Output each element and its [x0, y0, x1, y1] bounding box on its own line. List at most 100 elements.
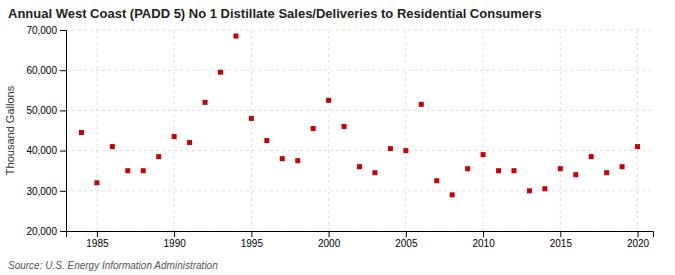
- x-tick: 2005: [395, 231, 418, 249]
- x-axis: 1985 1990 1995 2000 2005 2010 2015 2020: [67, 231, 654, 249]
- y-tick: 70,000: [26, 25, 66, 36]
- x-tick-mark: [97, 231, 98, 237]
- y-tick-mark: [60, 70, 66, 71]
- point: [110, 144, 115, 149]
- plot-area: 1985 1990 1995 2000 2005 2010 2015 2020 20,000 30…: [26, 25, 653, 249]
- point: [141, 168, 146, 173]
- y-tick: 30,000: [26, 186, 66, 197]
- y-axis-line: [60, 31, 67, 232]
- point: [604, 170, 609, 175]
- point: [496, 168, 501, 173]
- point: [203, 100, 208, 105]
- point: [372, 170, 377, 175]
- point: [125, 168, 130, 173]
- x-axis-line: [67, 232, 654, 238]
- grid-line-y: [66, 190, 653, 191]
- x-tick-mark: [329, 231, 330, 237]
- x-tick: 2020: [627, 231, 650, 249]
- point: [172, 134, 177, 139]
- grid-line-y: [66, 150, 653, 151]
- x-tick-label: 2005: [395, 238, 418, 249]
- grid-line-x: [96, 30, 97, 231]
- point: [558, 166, 563, 171]
- x-tick-label: 1985: [86, 238, 109, 249]
- y-axis: 20,000 30,000 40,000 50,000 60,000 70,000: [26, 25, 66, 237]
- point: [465, 166, 470, 171]
- point: [419, 102, 424, 107]
- point: [156, 154, 161, 159]
- x-tick: 2010: [472, 231, 495, 249]
- point: [79, 130, 84, 135]
- point: [527, 188, 532, 193]
- y-tick-label: 50,000: [26, 105, 57, 116]
- point: [357, 164, 362, 169]
- x-tick: 2000: [318, 231, 341, 249]
- point: [511, 168, 516, 173]
- grid-line-x: [251, 30, 252, 231]
- y-tick-mark: [60, 151, 66, 152]
- grid-line-x: [483, 30, 484, 231]
- x-tick-mark: [560, 231, 561, 237]
- grid-line-y: [66, 110, 653, 111]
- y-tick-label: 70,000: [26, 25, 57, 36]
- y-tick-mark: [60, 191, 66, 192]
- source: Source: U.S. Energy Information Administ…: [8, 260, 218, 271]
- x-tick-mark: [483, 231, 484, 237]
- grid-line-y: [66, 30, 653, 31]
- x-tick: 1990: [164, 231, 187, 249]
- y-tick-label: 20,000: [26, 226, 57, 237]
- x-tick-label: 2000: [318, 238, 341, 249]
- y-tick: 60,000: [26, 65, 66, 76]
- point: [311, 126, 316, 131]
- grid-line-x: [405, 30, 406, 231]
- grid-line-x: [560, 30, 561, 231]
- point: [403, 148, 408, 153]
- point: [249, 116, 254, 121]
- point: [620, 164, 625, 169]
- point: [218, 70, 223, 75]
- x-tick-mark: [251, 231, 252, 237]
- y-tick-mark: [60, 110, 66, 111]
- grid-line-y: [66, 70, 653, 71]
- point: [295, 158, 300, 163]
- y-tick-label: 40,000: [26, 145, 57, 156]
- x-tick: 1995: [241, 231, 264, 249]
- y-axis-title: Thousand Gallons: [4, 85, 16, 175]
- x-tick-mark: [406, 231, 407, 237]
- y-tick: 40,000: [26, 145, 66, 156]
- points: [79, 34, 640, 198]
- point: [187, 140, 192, 145]
- point: [342, 124, 347, 129]
- x-tick-label: 2020: [627, 238, 650, 249]
- grid: [66, 30, 653, 231]
- y-tick: 50,000: [26, 105, 66, 116]
- grid-line-x: [174, 30, 175, 231]
- point: [326, 98, 331, 103]
- x-tick-label: 2015: [550, 238, 573, 249]
- point: [573, 172, 578, 177]
- chart: 1985 1990 1995 2000 2005 2010 2015 2020 20,000 30…: [0, 0, 675, 275]
- title: Annual West Coast (PADD 5) No 1 Distilla…: [8, 6, 541, 21]
- y-tick-label: 30,000: [26, 186, 57, 197]
- point: [481, 152, 486, 157]
- y-tick: 20,000: [26, 226, 66, 237]
- x-tick-mark: [174, 231, 175, 237]
- point: [589, 154, 594, 159]
- point: [280, 156, 285, 161]
- point: [450, 192, 455, 197]
- point: [635, 144, 640, 149]
- x-tick-label: 2010: [472, 238, 495, 249]
- grid-line-x: [328, 30, 329, 231]
- point: [542, 186, 547, 191]
- point: [264, 138, 269, 143]
- point: [94, 180, 99, 185]
- point: [233, 34, 238, 39]
- x-tick-label: 1990: [164, 238, 187, 249]
- x-tick: 2015: [550, 231, 573, 249]
- y-tick-mark: [60, 30, 66, 31]
- y-tick-mark: [60, 231, 66, 232]
- x-tick: 1985: [86, 231, 109, 249]
- point: [388, 146, 393, 151]
- y-tick-label: 60,000: [26, 65, 57, 76]
- x-tick-mark: [638, 231, 639, 237]
